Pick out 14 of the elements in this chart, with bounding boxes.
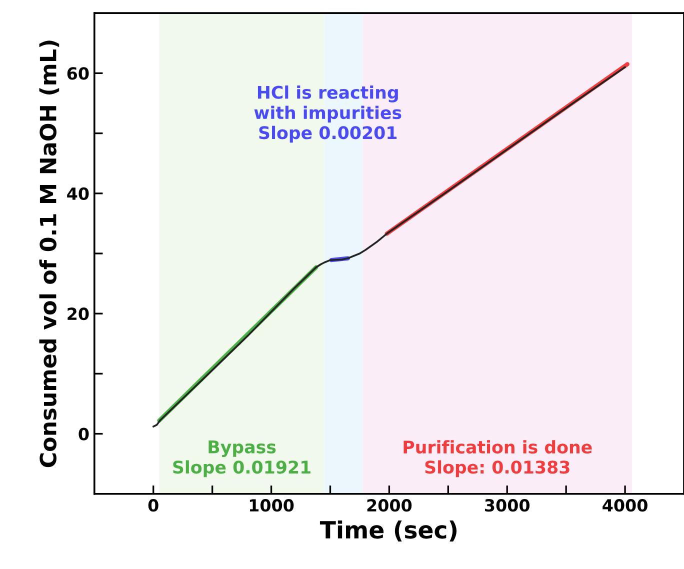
band-label: Purification is done Slope: 0.01383	[404, 440, 592, 478]
x-tick-label: 1000	[250, 499, 294, 512]
band-label: Bypass Slope 0.01921	[173, 440, 310, 478]
y-tick-label: 0	[78, 428, 89, 440]
y-axis-title: Consumed vol of 0.1 M NaOH (mL)	[39, 40, 60, 468]
y-tick-label: 40	[67, 187, 89, 200]
x-tick-label: 0	[148, 499, 158, 512]
x-tick-label: 4000	[602, 499, 648, 512]
x-tick-label: 3000	[485, 499, 530, 512]
x-tick-label: 2000	[367, 499, 412, 512]
band-label: HCl is reacting with impurities Slope 0.00201	[254, 85, 402, 143]
y-tick-label: 60	[67, 67, 89, 80]
x-axis-title: Time (sec)	[320, 520, 457, 542]
y-tick-label: 20	[68, 308, 89, 320]
